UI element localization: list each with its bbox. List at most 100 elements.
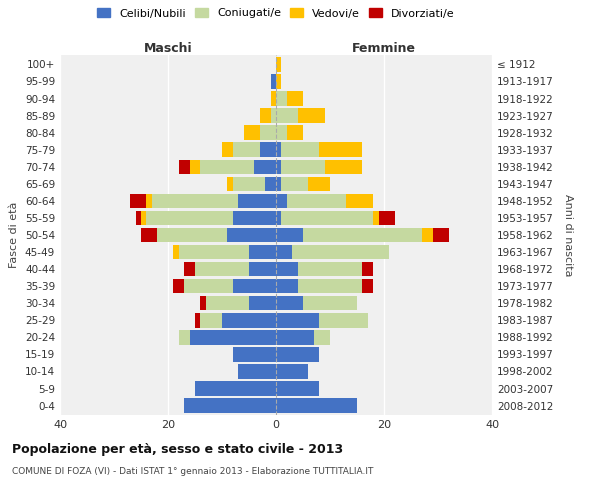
Bar [287, 92, 303, 106]
Bar [249, 245, 276, 260]
Bar [244, 126, 260, 140]
Bar [271, 74, 276, 88]
Bar [184, 398, 276, 413]
Bar [276, 176, 281, 191]
Bar [276, 228, 303, 242]
Y-axis label: Anni di nascita: Anni di nascita [563, 194, 573, 276]
Bar [276, 126, 287, 140]
Bar [195, 313, 200, 328]
Bar [362, 262, 373, 276]
Bar [276, 57, 281, 72]
Bar [281, 176, 308, 191]
Bar [157, 228, 227, 242]
Bar [276, 296, 303, 310]
Bar [287, 126, 303, 140]
Bar [141, 210, 146, 225]
Bar [303, 228, 422, 242]
Bar [319, 313, 368, 328]
Bar [281, 160, 325, 174]
Bar [422, 228, 433, 242]
Bar [260, 108, 271, 123]
Bar [298, 262, 362, 276]
Bar [233, 142, 260, 157]
Bar [146, 194, 152, 208]
Bar [276, 262, 298, 276]
Bar [276, 142, 281, 157]
Bar [238, 364, 276, 378]
Bar [222, 142, 233, 157]
Bar [308, 176, 330, 191]
Text: COMUNE DI FOZA (VI) - Dati ISTAT 1° gennaio 2013 - Elaborazione TUTTITALIA.IT: COMUNE DI FOZA (VI) - Dati ISTAT 1° genn… [12, 468, 373, 476]
Bar [276, 398, 357, 413]
Bar [179, 245, 249, 260]
Bar [319, 142, 362, 157]
Bar [276, 364, 308, 378]
Bar [227, 228, 276, 242]
Bar [325, 160, 362, 174]
Bar [233, 176, 265, 191]
Bar [276, 313, 319, 328]
Bar [265, 176, 276, 191]
Bar [179, 330, 190, 344]
Bar [271, 92, 276, 106]
Bar [281, 210, 373, 225]
Legend: Celibi/Nubili, Coniugati/e, Vedovi/e, Divorziati/e: Celibi/Nubili, Coniugati/e, Vedovi/e, Di… [97, 8, 455, 18]
Bar [276, 74, 281, 88]
Text: Maschi: Maschi [143, 42, 193, 55]
Bar [260, 142, 276, 157]
Bar [276, 160, 281, 174]
Bar [233, 210, 276, 225]
Bar [184, 279, 233, 293]
Bar [249, 262, 276, 276]
Bar [276, 210, 281, 225]
Bar [233, 279, 276, 293]
Bar [173, 245, 179, 260]
Bar [362, 279, 373, 293]
Bar [146, 210, 233, 225]
Bar [276, 245, 292, 260]
Bar [173, 279, 184, 293]
Bar [200, 296, 206, 310]
Bar [298, 279, 362, 293]
Bar [190, 330, 276, 344]
Bar [195, 382, 276, 396]
Bar [222, 313, 276, 328]
Bar [433, 228, 449, 242]
Bar [238, 194, 276, 208]
Bar [152, 194, 238, 208]
Bar [314, 330, 330, 344]
Bar [276, 279, 298, 293]
Bar [184, 262, 195, 276]
Bar [130, 194, 146, 208]
Bar [303, 296, 357, 310]
Bar [292, 245, 389, 260]
Y-axis label: Fasce di età: Fasce di età [10, 202, 19, 268]
Bar [136, 210, 141, 225]
Bar [373, 210, 379, 225]
Bar [276, 330, 314, 344]
Text: Popolazione per età, sesso e stato civile - 2013: Popolazione per età, sesso e stato civil… [12, 442, 343, 456]
Bar [195, 262, 249, 276]
Bar [276, 382, 319, 396]
Bar [233, 347, 276, 362]
Bar [276, 92, 287, 106]
Bar [276, 194, 287, 208]
Bar [276, 347, 319, 362]
Bar [190, 160, 200, 174]
Text: Femmine: Femmine [352, 42, 416, 55]
Bar [206, 296, 249, 310]
Bar [141, 228, 157, 242]
Bar [227, 176, 233, 191]
Bar [254, 160, 276, 174]
Bar [249, 296, 276, 310]
Bar [260, 126, 276, 140]
Bar [287, 194, 346, 208]
Bar [379, 210, 395, 225]
Bar [200, 313, 222, 328]
Bar [179, 160, 190, 174]
Bar [276, 108, 298, 123]
Bar [200, 160, 254, 174]
Bar [346, 194, 373, 208]
Bar [281, 142, 319, 157]
Bar [298, 108, 325, 123]
